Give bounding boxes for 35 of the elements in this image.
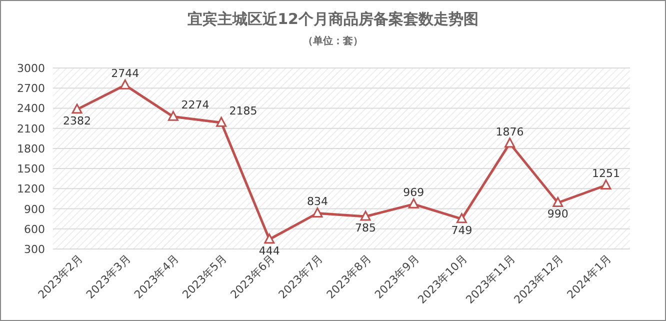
y-tick-label: 900	[24, 202, 45, 216]
chart-title: 宜宾主城区近12个月商品房备案套数走势图	[188, 10, 478, 28]
y-tick-label: 600	[24, 222, 45, 236]
point	[264, 234, 275, 244]
y-tick-label: 1800	[17, 142, 45, 156]
y-tick-label: 2400	[17, 102, 45, 116]
y-tick-label: 3000	[17, 62, 45, 75]
data-label: 2274	[181, 98, 210, 112]
point	[120, 79, 130, 90]
point	[408, 198, 419, 208]
point	[168, 110, 178, 121]
data-label: 749	[451, 224, 472, 237]
point	[312, 207, 323, 218]
point	[456, 213, 467, 224]
point	[504, 138, 516, 148]
point	[72, 104, 82, 114]
y-tick-label: 1500	[17, 162, 45, 176]
data-label: 1876	[496, 125, 524, 138]
y-tick-label: 300	[24, 243, 45, 256]
data-label: 834	[306, 195, 328, 208]
data-label: 785	[355, 221, 376, 234]
data-label: 2744	[111, 67, 140, 80]
data-label: 990	[547, 208, 568, 221]
y-tick-label: 2100	[17, 122, 45, 136]
data-label: 1251	[592, 167, 620, 180]
point	[600, 180, 612, 190]
point	[216, 116, 227, 127]
y-tick-label: 2700	[17, 82, 45, 96]
data-label: 969	[403, 186, 424, 200]
point	[360, 210, 371, 221]
data-label: 2382	[63, 114, 92, 128]
data-label: 2185	[229, 104, 258, 118]
point	[552, 196, 564, 207]
y-tick-label: 1200	[17, 182, 45, 196]
chart-subtitle: （单位：套）	[303, 35, 363, 47]
